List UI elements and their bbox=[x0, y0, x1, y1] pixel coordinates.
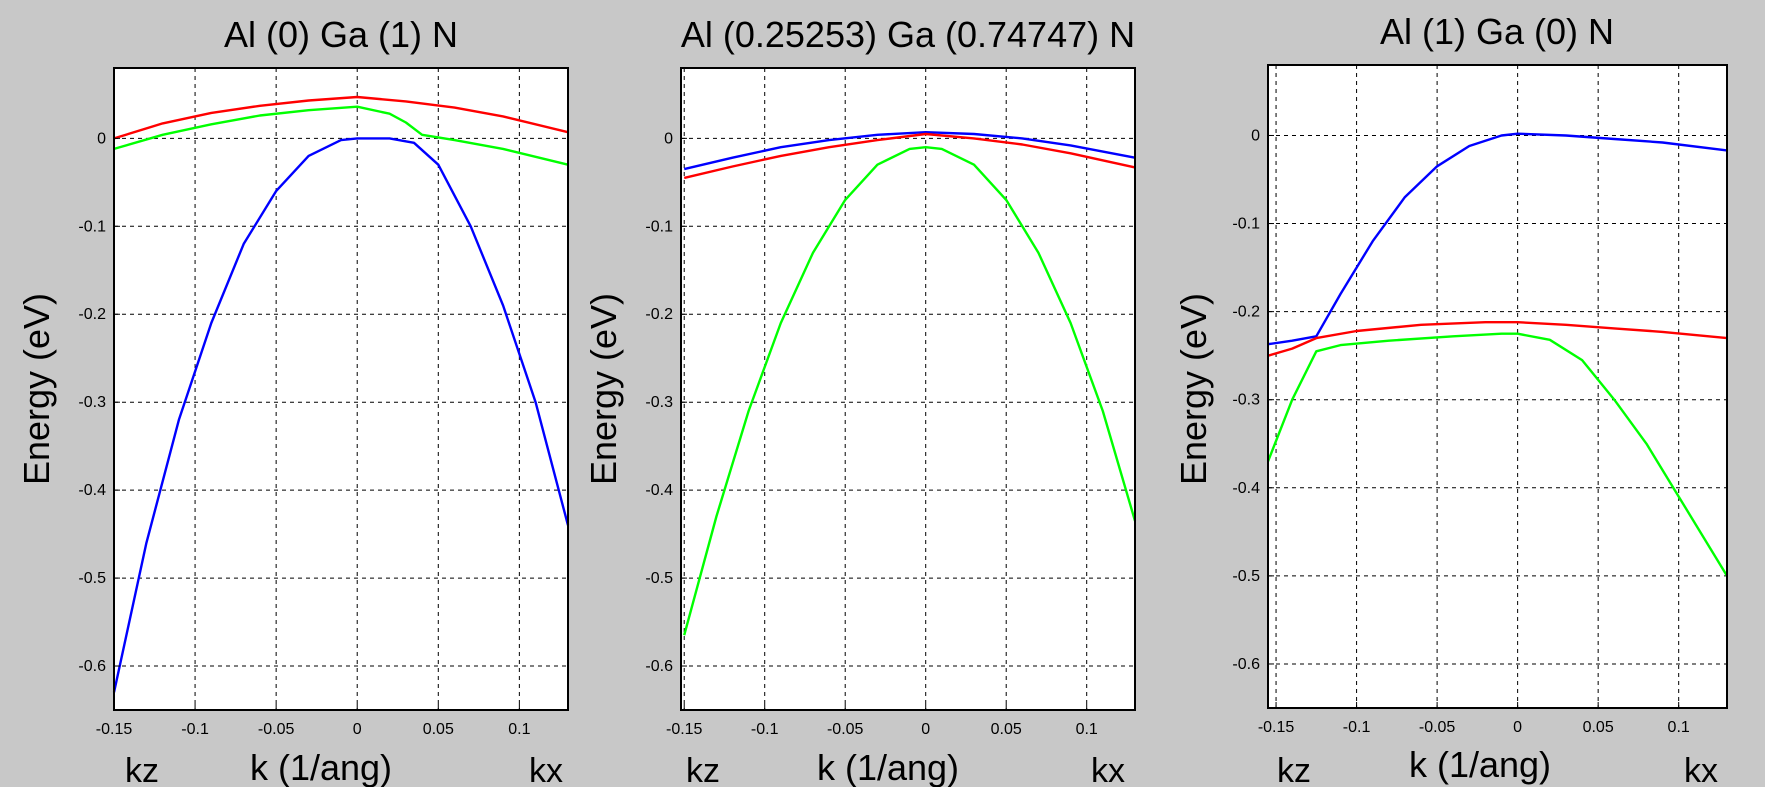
y-tick-label: -0.1 bbox=[645, 218, 673, 235]
x-tick-label: -0.15 bbox=[1258, 719, 1295, 736]
panel-1: -0.15 -0.1 -0.05 0 0.05 0.1 0 -0.1 -0.2 -0.3 -0.4 -… bbox=[16, 14, 570, 787]
panel-2-y-axis-label: Energy (eV) bbox=[583, 293, 624, 485]
y-tick-label: -0.4 bbox=[78, 482, 106, 499]
panel-1-y-axis-label: Energy (eV) bbox=[16, 293, 57, 485]
panel-2-ticks: -0.15 -0.1 -0.05 0 0.05 0.1 0 -0.1 -0.2 -0.3 -0.4 -… bbox=[645, 130, 1097, 738]
panel-1-plot-area bbox=[114, 68, 568, 710]
series-line-2 bbox=[683, 132, 1136, 180]
y-tick-label: -0.5 bbox=[78, 570, 106, 587]
x-tick-label: 0 bbox=[921, 721, 930, 738]
y-tick-label: -0.5 bbox=[1232, 568, 1260, 585]
y-tick-label: 0 bbox=[97, 130, 106, 147]
series-line-1 bbox=[113, 95, 569, 140]
y-tick-label: -0.2 bbox=[1232, 304, 1260, 321]
y-tick-label: -0.3 bbox=[78, 394, 106, 411]
x-tick-label: 0.05 bbox=[991, 721, 1022, 738]
panel-1-x-right-label: kx bbox=[529, 752, 563, 787]
panel-3-ticks: -0.15 -0.1 -0.05 0 0.05 0.1 0 -0.1 -0.2 -0.3 -0.4 -… bbox=[1232, 127, 1689, 736]
x-tick-label: 0.05 bbox=[1583, 719, 1614, 736]
y-tick-label: -0.3 bbox=[645, 394, 673, 411]
panel-1-x-left-label: kz bbox=[125, 752, 159, 787]
x-tick-label: 0.1 bbox=[508, 721, 530, 738]
y-tick-label: -0.1 bbox=[1232, 216, 1260, 233]
panel-1-title: Al (0) Ga (1) N bbox=[224, 14, 458, 55]
x-tick-label: -0.1 bbox=[181, 721, 209, 738]
panel-3-grid bbox=[1268, 65, 1727, 708]
y-tick-label: -0.3 bbox=[1232, 392, 1260, 409]
series-line-3 bbox=[112, 137, 570, 693]
panel-1-frame bbox=[113, 67, 569, 711]
y-tick-label: -0.6 bbox=[645, 658, 673, 675]
series-line-1 bbox=[1267, 132, 1728, 346]
panel-2-x-left-label: kz bbox=[686, 752, 720, 787]
x-tick-label: -0.15 bbox=[96, 721, 133, 738]
panel-3-x-right-label: kx bbox=[1684, 752, 1718, 787]
y-tick-label: -0.4 bbox=[645, 482, 673, 499]
x-tick-label: 0.1 bbox=[1668, 719, 1690, 736]
panel-3-frame bbox=[1267, 64, 1728, 709]
series-line-1 bbox=[683, 131, 1136, 171]
series-line-2 bbox=[113, 105, 569, 166]
panel-1-x-axis-label: k (1/ang) bbox=[250, 747, 392, 787]
panel-3: -0.15 -0.1 -0.05 0 0.05 0.1 0 -0.1 -0.2 -0.3 -0.4 -… bbox=[1173, 11, 1729, 787]
panel-2: -0.15 -0.1 -0.05 0 0.05 0.1 0 -0.1 -0.2 -0.3 -0.4 -… bbox=[583, 14, 1137, 787]
panel-3-title: Al (1) Ga (0) N bbox=[1380, 11, 1614, 52]
panel-2-x-right-label: kx bbox=[1091, 752, 1125, 787]
x-tick-label: -0.05 bbox=[827, 721, 864, 738]
panel-2-frame bbox=[680, 67, 1136, 711]
x-tick-label: -0.05 bbox=[258, 721, 295, 738]
x-tick-label: 0.05 bbox=[423, 721, 454, 738]
panel-2-plot-area bbox=[681, 68, 1135, 710]
series-line-3 bbox=[1266, 332, 1729, 577]
x-tick-label: -0.15 bbox=[666, 721, 703, 738]
panel-2-grid bbox=[681, 68, 1135, 710]
y-tick-label: -0.4 bbox=[1232, 480, 1260, 497]
panel-1-series bbox=[112, 95, 570, 693]
panel-3-y-axis-label: Energy (eV) bbox=[1173, 293, 1214, 485]
panel-2-series bbox=[683, 131, 1137, 636]
panel-3-x-axis-label: k (1/ang) bbox=[1409, 744, 1551, 785]
x-tick-label: 0.1 bbox=[1076, 721, 1098, 738]
panel-1-ticks: -0.15 -0.1 -0.05 0 0.05 0.1 0 -0.1 -0.2 -0.3 -0.4 -… bbox=[78, 130, 530, 738]
panel-3-x-left-label: kz bbox=[1277, 752, 1311, 787]
panel-3-series bbox=[1266, 132, 1729, 577]
x-tick-label: 0 bbox=[353, 721, 362, 738]
panel-3-plot-area bbox=[1268, 65, 1727, 708]
y-tick-label: 0 bbox=[1251, 127, 1260, 144]
y-tick-label: -0.5 bbox=[645, 570, 673, 587]
y-tick-label: -0.1 bbox=[78, 218, 106, 235]
x-tick-label: -0.1 bbox=[751, 721, 779, 738]
y-tick-label: -0.6 bbox=[1232, 656, 1260, 673]
x-tick-label: -0.05 bbox=[1419, 719, 1456, 736]
panel-1-grid bbox=[113, 68, 568, 710]
y-tick-label: -0.2 bbox=[78, 306, 106, 323]
panel-2-title: Al (0.25253) Ga (0.74747) N bbox=[681, 14, 1135, 55]
series-line-2 bbox=[1267, 321, 1728, 357]
x-tick-label: -0.1 bbox=[1343, 719, 1371, 736]
y-tick-label: 0 bbox=[664, 130, 673, 147]
panel-2-x-axis-label: k (1/ang) bbox=[817, 747, 959, 787]
y-tick-label: -0.6 bbox=[78, 658, 106, 675]
y-tick-label: -0.2 bbox=[645, 306, 673, 323]
x-tick-label: 0 bbox=[1513, 719, 1522, 736]
series-line-3 bbox=[683, 146, 1137, 636]
